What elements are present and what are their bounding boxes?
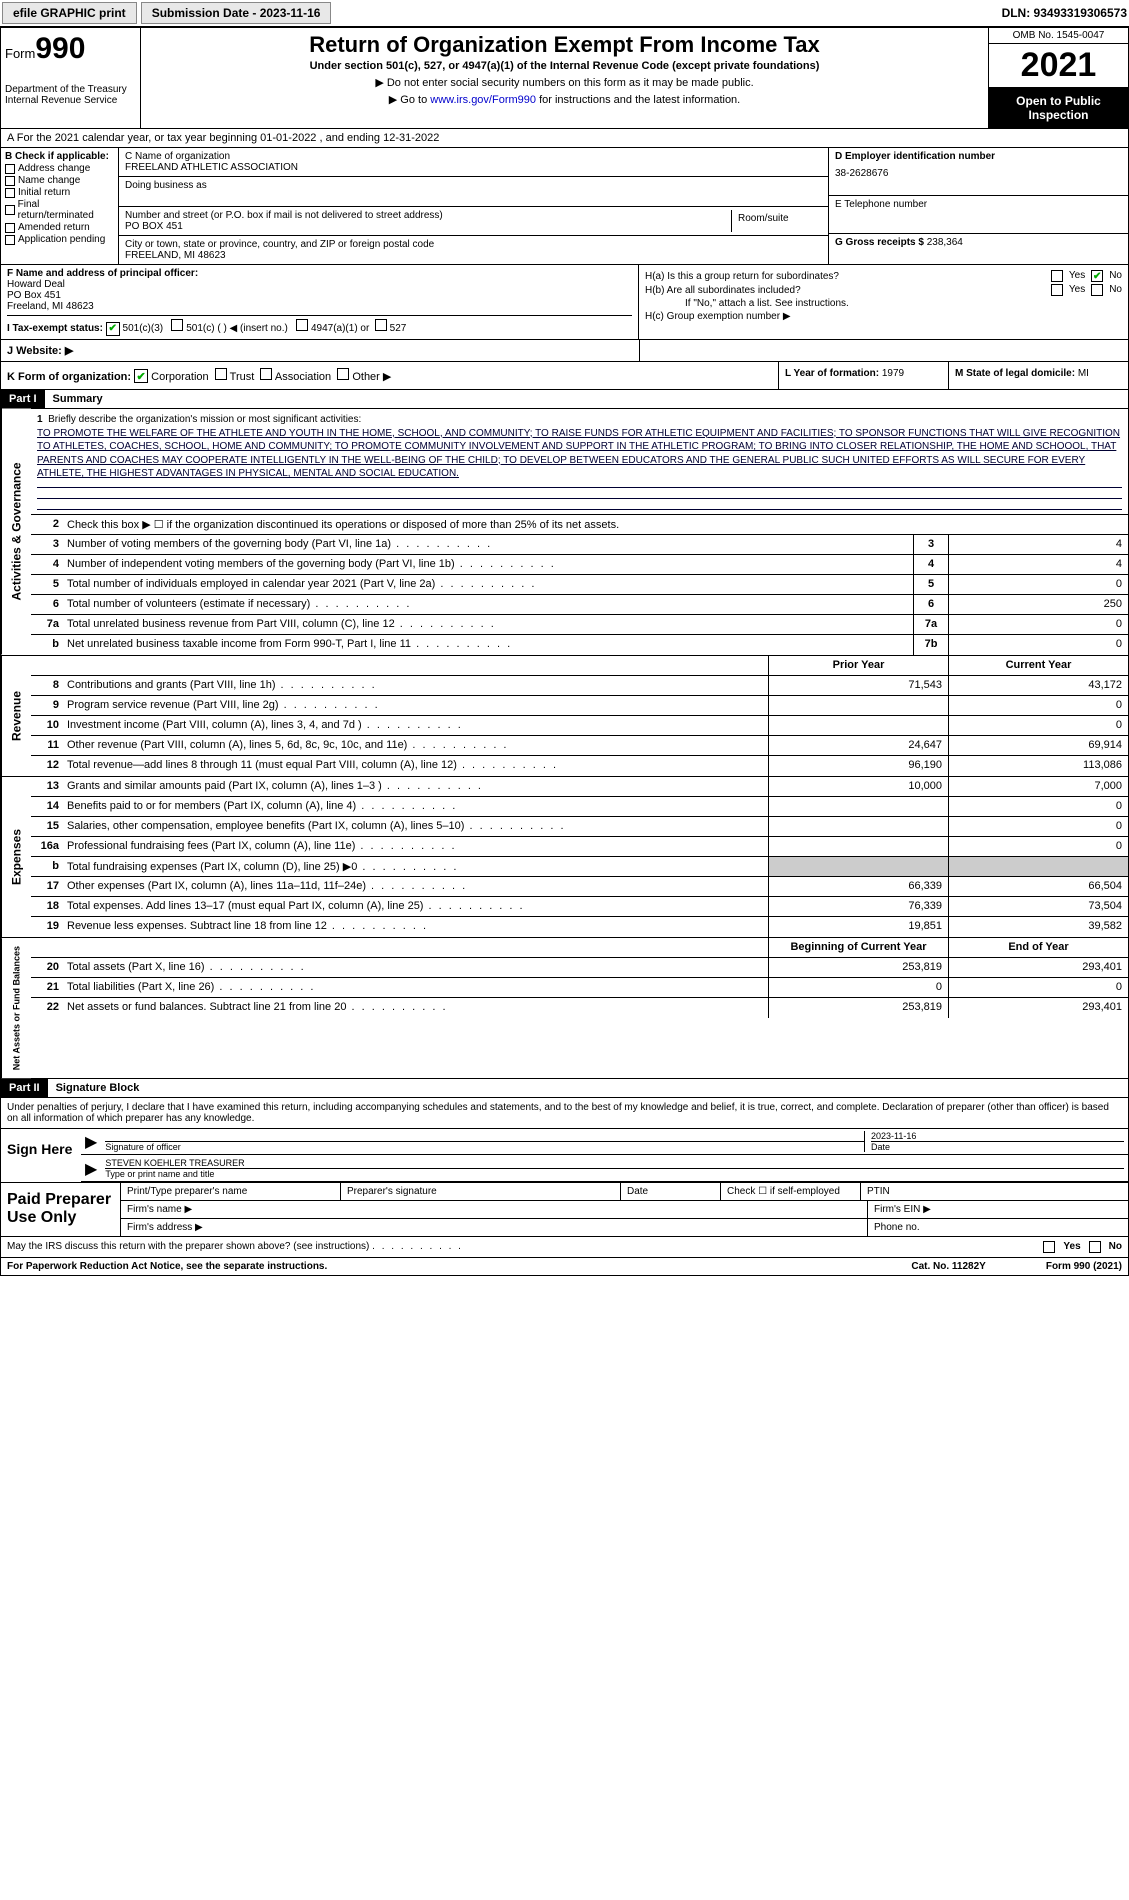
ha-no[interactable]: ✔ (1091, 270, 1103, 282)
arrow-icon: ▶ (85, 1132, 97, 1152)
row-a: A For the 2021 calendar year, or tax yea… (1, 129, 1128, 148)
gross-receipts: 238,364 (927, 237, 963, 248)
part2-header: Part II (1, 1079, 48, 1097)
website-label: J Website: ▶ (7, 345, 73, 357)
state-domicile: MI (1078, 368, 1089, 379)
form-header: Form990 Department of the Treasury Inter… (1, 28, 1128, 129)
pra-notice: For Paperwork Reduction Act Notice, see … (7, 1261, 911, 1272)
submission-button[interactable]: Submission Date - 2023-11-16 (141, 2, 332, 24)
year-formation: 1979 (882, 368, 904, 379)
form-ref: Form 990 (2021) (1046, 1261, 1122, 1272)
ein: 38-2628676 (835, 168, 1122, 179)
part2-title: Signature Block (48, 1079, 148, 1097)
sign-here-label: Sign Here (1, 1129, 81, 1182)
checkbox[interactable] (5, 188, 15, 198)
vlabel-expenses: Expenses (1, 777, 31, 937)
officer-name: Howard Deal (7, 279, 632, 290)
org-name: FREELAND ATHLETIC ASSOCIATION (125, 162, 822, 173)
paid-preparer-label: Paid Preparer Use Only (1, 1183, 121, 1236)
cat-no: Cat. No. 11282Y (911, 1261, 985, 1272)
dept-label: Department of the Treasury Internal Reve… (5, 84, 136, 106)
checkbox-4947[interactable] (296, 319, 308, 331)
form-label: Form (5, 46, 35, 61)
inspection-label: Open to Public Inspection (989, 88, 1128, 128)
note-ssn: ▶ Do not enter social security numbers o… (149, 76, 980, 89)
vlabel-revenue: Revenue (1, 656, 31, 776)
topbar: efile GRAPHIC print Submission Date - 20… (0, 0, 1129, 27)
form-title: Return of Organization Exempt From Incom… (149, 32, 980, 58)
vlabel-governance: Activities & Governance (1, 409, 31, 655)
org-city: FREELAND, MI 48623 (125, 250, 822, 261)
discuss-yes[interactable] (1043, 1241, 1055, 1253)
col-b: B Check if applicable: Address changeNam… (1, 148, 119, 264)
checkbox[interactable] (5, 205, 15, 215)
org-address: PO BOX 451 (125, 221, 731, 232)
irs-link[interactable]: www.irs.gov/Form990 (430, 94, 536, 106)
part1-header: Part I (1, 390, 45, 408)
mission-text: TO PROMOTE THE WELFARE OF THE ATHLETE AN… (37, 428, 1120, 480)
declaration: Under penalties of perjury, I declare th… (1, 1098, 1128, 1129)
checkbox-501c[interactable] (171, 319, 183, 331)
form-number: 990 (35, 32, 85, 65)
vlabel-netassets: Net Assets or Fund Balances (1, 938, 31, 1078)
efile-button[interactable]: efile GRAPHIC print (2, 2, 137, 24)
hb-no[interactable] (1091, 284, 1103, 296)
checkbox[interactable] (5, 164, 15, 174)
form-subtitle: Under section 501(c), 527, or 4947(a)(1)… (149, 60, 980, 72)
tax-year: 2021 (989, 44, 1128, 88)
discuss-no[interactable] (1089, 1241, 1101, 1253)
part1-title: Summary (45, 390, 111, 408)
ha-yes[interactable] (1051, 270, 1063, 282)
k-other[interactable] (337, 368, 349, 380)
k-corp[interactable]: ✔ (134, 369, 148, 383)
checkbox[interactable] (5, 235, 15, 245)
checkbox-501c3[interactable]: ✔ (106, 322, 120, 336)
k-assoc[interactable] (260, 368, 272, 380)
arrow-icon: ▶ (85, 1159, 97, 1179)
officer-printed: STEVEN KOEHLER TREASURER (105, 1158, 1124, 1168)
hb-yes[interactable] (1051, 284, 1063, 296)
dln-label: DLN: 93493319306573 (1002, 6, 1127, 20)
checkbox[interactable] (5, 176, 15, 186)
checkbox-527[interactable] (375, 319, 387, 331)
omb-label: OMB No. 1545-0047 (989, 28, 1128, 44)
checkbox[interactable] (5, 223, 15, 233)
k-trust[interactable] (215, 368, 227, 380)
